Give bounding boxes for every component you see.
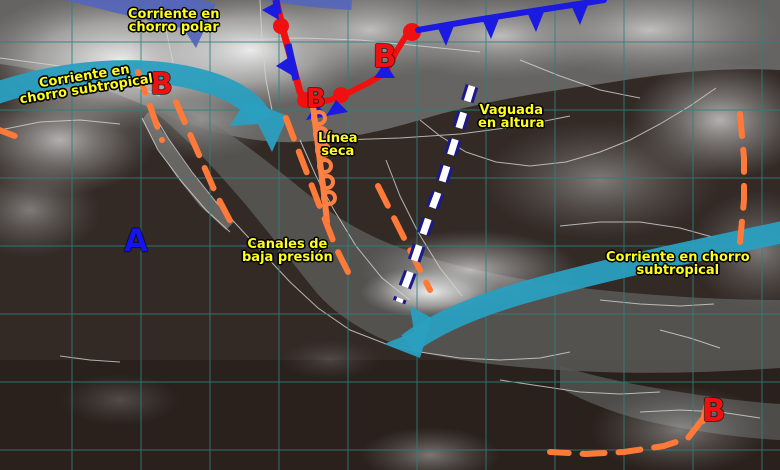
subtropical-jet-stream-west xyxy=(0,60,288,152)
dry-line xyxy=(310,103,337,225)
trough-lines xyxy=(0,69,747,458)
polar-jet-stream xyxy=(64,0,352,48)
frontal-system xyxy=(262,0,607,120)
trough-pacific-sw xyxy=(0,127,23,141)
trough-sierra xyxy=(283,115,357,287)
pressure-center-low-baja[interactable]: B xyxy=(150,67,173,102)
pressure-center-low-panhandle[interactable]: B xyxy=(306,84,326,114)
upper-level-trough xyxy=(392,84,479,305)
trough-east-mexico xyxy=(375,183,433,293)
subtropical-jet-stream-east xyxy=(384,221,780,358)
pressure-center-low-midwest[interactable]: B xyxy=(373,39,397,75)
trough-baja xyxy=(173,99,239,235)
trough-caribbean xyxy=(547,417,705,458)
trough-northwest xyxy=(135,69,165,143)
pressure-center-high-pacific[interactable]: A xyxy=(124,223,148,259)
pressure-center-low-caribbean[interactable]: B xyxy=(702,393,726,429)
trough-atlantic xyxy=(737,111,747,245)
trough-yucatan-stem xyxy=(699,397,711,427)
